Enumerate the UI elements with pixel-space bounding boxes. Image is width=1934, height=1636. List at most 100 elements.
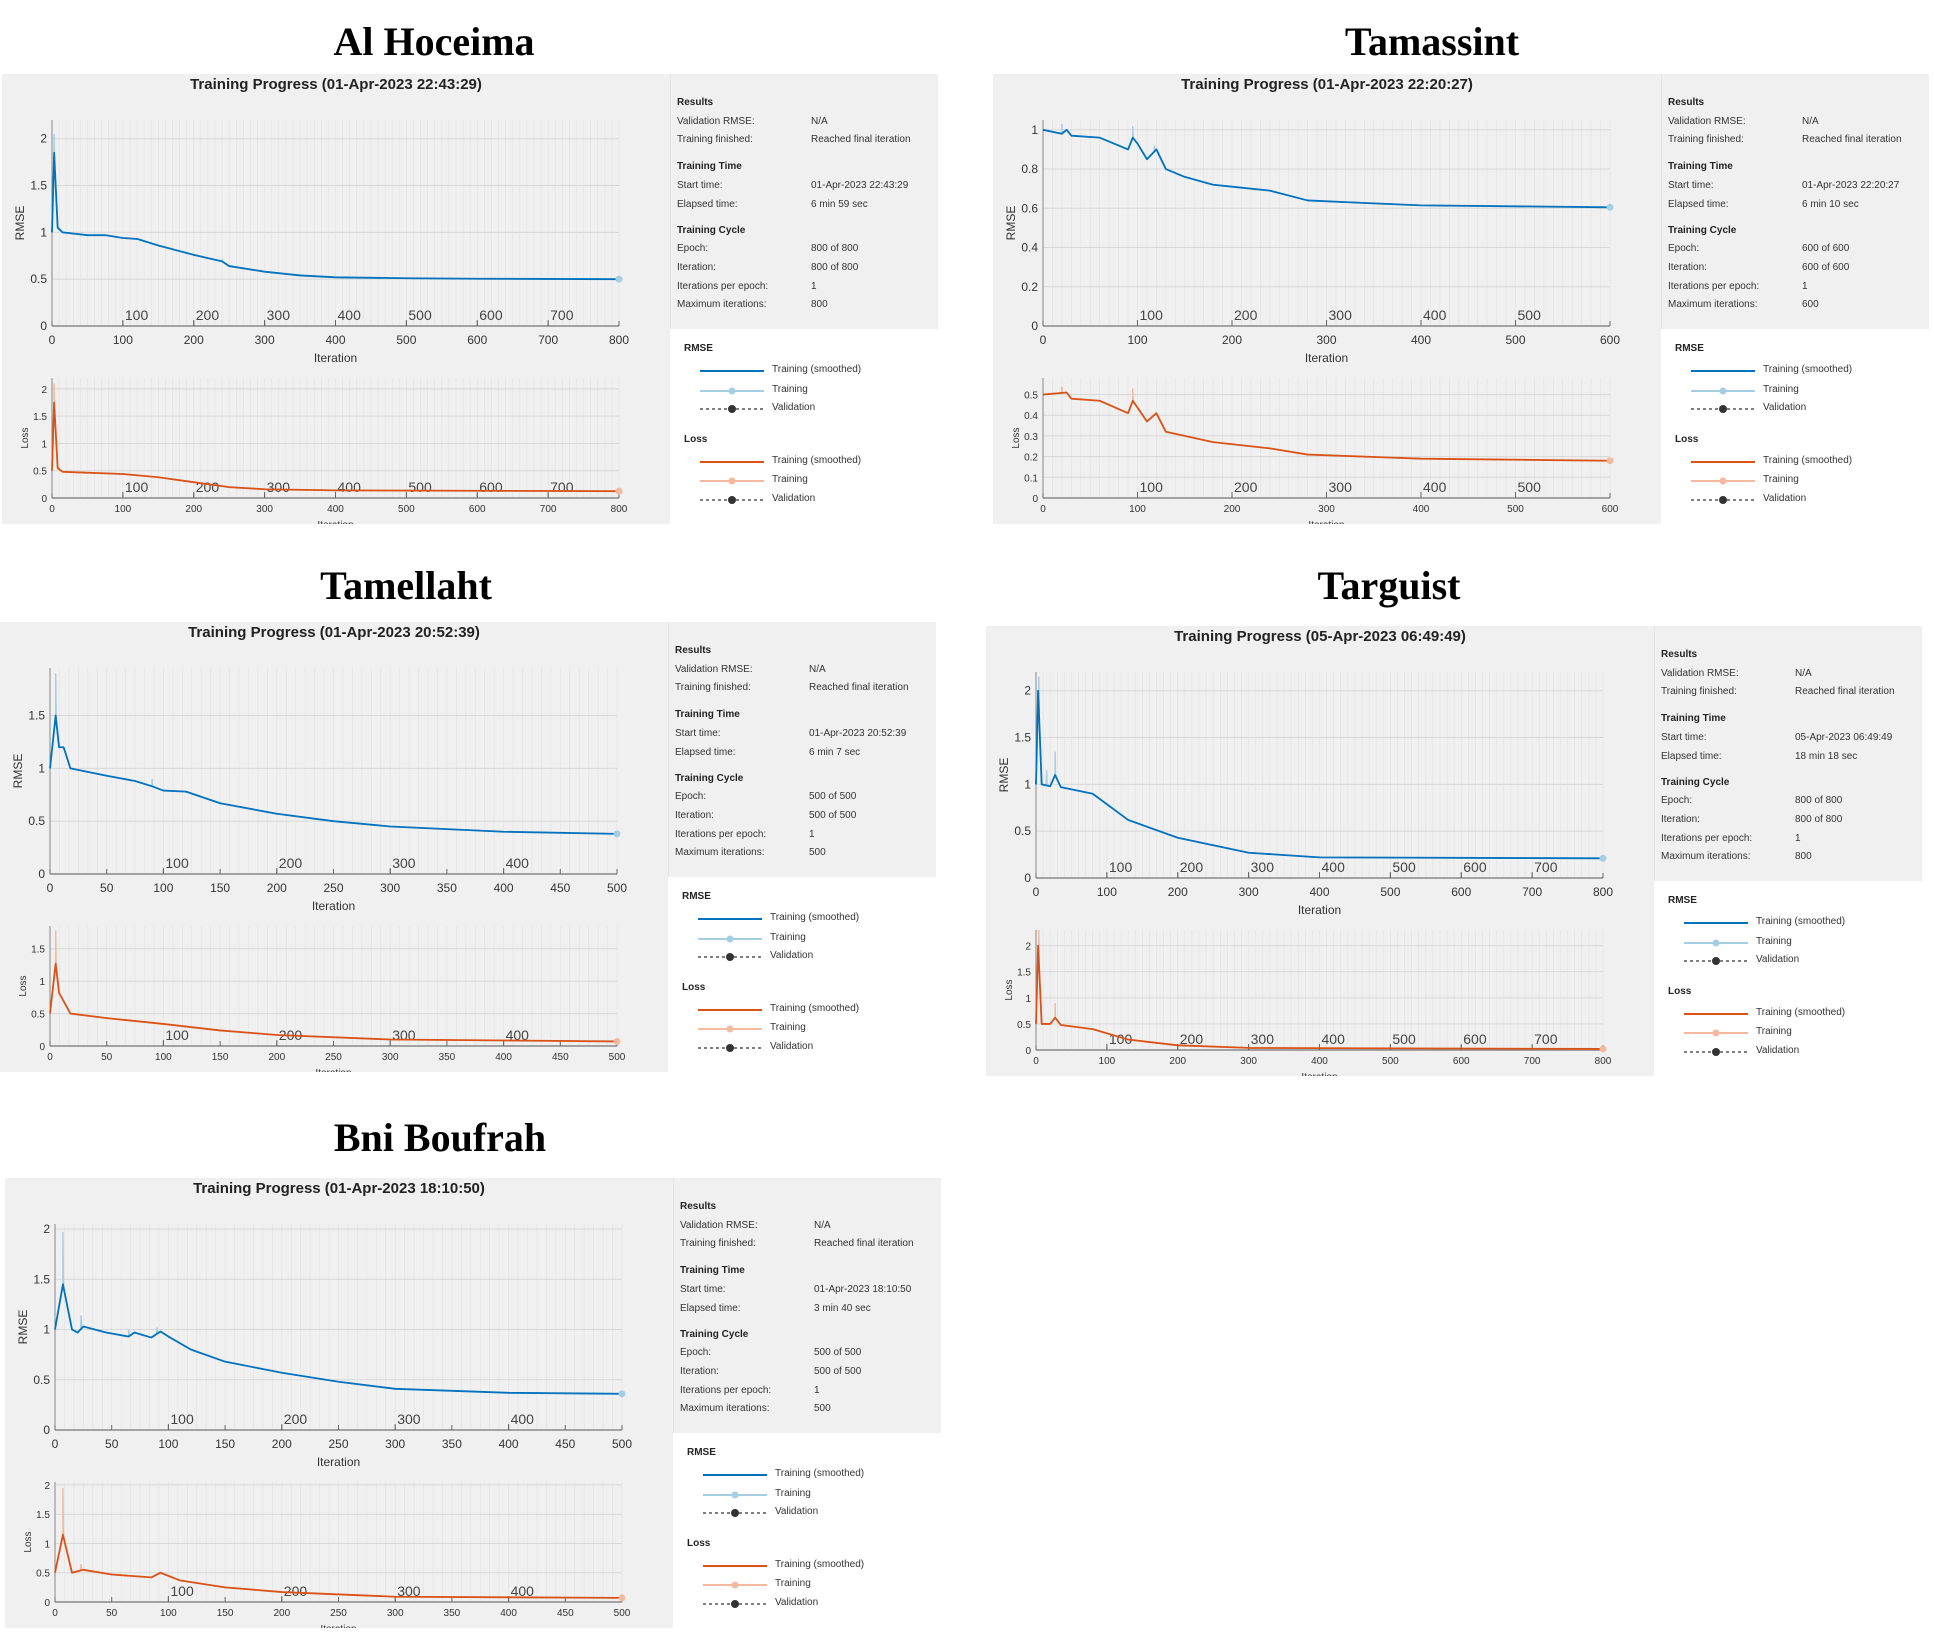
- info-label: Validation RMSE:: [677, 116, 755, 127]
- loss-training-smoothed-line: [54, 1533, 623, 1599]
- info-section-heading: Training Time: [680, 1265, 745, 1276]
- station-title: Bni Boufrah: [333, 1115, 547, 1160]
- legend-panel: RMSE Training (smoothed) Training Validatio…: [1654, 881, 1921, 1076]
- info-section-heading: Training Time: [1661, 713, 1726, 724]
- results-info-panel: Results Validation RMSE: N/A Training finis…: [1654, 626, 1922, 881]
- rmse-y-axis-label: RMSE: [16, 1310, 30, 1345]
- station-title: Tamellaht: [320, 563, 492, 608]
- x-axis-label: Iteration: [1305, 351, 1348, 365]
- training-line-swatch-icon: [698, 1025, 762, 1033]
- x-tick-label: 300: [387, 1608, 404, 1619]
- info-value: 6 min 10 sec: [1802, 199, 1859, 210]
- loss-axes: 0 0.5 1 1.5 2 0 50 100 150 200 250 300 350 400 450 500 1…: [23, 1481, 631, 1628]
- x-tick-label: 150: [212, 1052, 229, 1063]
- legend-label-training: Training: [1763, 384, 1799, 395]
- legend-label-smoothed: Training (smoothed): [775, 1559, 865, 1570]
- info-row-iteration: Iteration: 800 of 800: [677, 262, 858, 273]
- y-tick-label: 1: [38, 761, 45, 775]
- x-tick-label: 800: [611, 504, 628, 515]
- info-row-start-time: Start time: 01-Apr-2023 22:43:29: [677, 180, 908, 191]
- y-tick-label: 1.5: [1017, 968, 1031, 979]
- legend-label-validation: Validation: [775, 1597, 819, 1608]
- x-tick-label: 500: [1380, 885, 1400, 899]
- training-progress-panel: Training Progress (01-Apr-2023 22:20:27)…: [993, 74, 1929, 524]
- loss-y-axis-label: Loss: [1011, 427, 1022, 448]
- y-tick-label: 1.5: [1014, 731, 1031, 745]
- info-label: Elapsed time:: [675, 747, 736, 758]
- epoch-tick-label: 400: [338, 307, 362, 323]
- info-value: 500 of 500: [809, 810, 857, 821]
- info-row-training-finished: Training finished: Reached final iteratio…: [677, 134, 911, 145]
- info-section-heading: Results: [1661, 649, 1698, 660]
- x-tick-label: 400: [499, 1437, 519, 1451]
- epoch-tick-label: 100: [165, 1027, 189, 1043]
- x-tick-label: 400: [1413, 504, 1430, 515]
- info-section-heading: Results: [675, 645, 712, 656]
- info-row-epoch: Epoch: 800 of 800: [677, 243, 858, 254]
- y-tick-label: 0: [38, 867, 45, 881]
- legend-label-training: Training: [770, 932, 806, 943]
- legend-item-smoothed: Training (smoothed): [700, 364, 930, 377]
- y-tick-label: 0.5: [33, 467, 47, 478]
- x-tick-label: 0: [52, 1437, 59, 1451]
- legend-item-smoothed: Training (smoothed): [698, 1003, 928, 1016]
- x-tick-label: 700: [538, 333, 558, 347]
- info-value: N/A: [809, 664, 826, 675]
- y-tick-label: 0.5: [28, 814, 45, 828]
- x-tick-label: 200: [268, 1052, 285, 1063]
- training-line-swatch-icon: [703, 1491, 767, 1499]
- legend-panel: RMSE Training (smoothed) Training Validatio…: [668, 877, 935, 1072]
- epoch-tick-label: 100: [125, 479, 149, 495]
- x-tick-label: 250: [323, 881, 343, 895]
- y-tick-label: 0.4: [1024, 411, 1038, 422]
- y-tick-label: 1.5: [31, 945, 45, 956]
- y-tick-label: 1.5: [33, 412, 47, 423]
- info-value: 05-Apr-2023 06:49:49: [1795, 732, 1893, 743]
- x-tick-label: 500: [1507, 504, 1524, 515]
- info-value: 500: [814, 1403, 831, 1414]
- epoch-tick-label: 200: [1234, 307, 1258, 323]
- x-tick-label: 50: [101, 1052, 113, 1063]
- x-tick-label: 600: [1600, 333, 1620, 347]
- info-section-heading: Training Cycle: [677, 225, 746, 236]
- x-axis-label: Iteration: [1301, 1072, 1337, 1076]
- info-row-maximum-iterations: Maximum iterations: 800: [677, 299, 828, 310]
- x-tick-label: 100: [1099, 1056, 1116, 1067]
- x-tick-label: 300: [1316, 333, 1336, 347]
- plot-area: Training Progress (01-Apr-2023 22:20:27)…: [993, 74, 1661, 524]
- info-row-maximum-iterations: Maximum iterations: 800: [1661, 851, 1812, 862]
- y-tick-label: 1: [1024, 777, 1031, 791]
- x-tick-label: 0: [47, 1052, 53, 1063]
- legend-item-smoothed: Training (smoothed): [1691, 455, 1921, 468]
- info-label: Validation RMSE:: [1668, 116, 1746, 127]
- legend-heading-loss: Loss: [1675, 434, 1699, 445]
- training-line-swatch-icon: [1691, 477, 1755, 485]
- training-progress-header: Training Progress (01-Apr-2023 22:20:27): [1181, 76, 1473, 93]
- info-row-iterations-per-epoch: Iterations per epoch: 1: [680, 1385, 820, 1396]
- epoch-tick-label: 300: [1251, 1031, 1275, 1047]
- legend-item-smoothed: Training (smoothed): [698, 912, 928, 925]
- rmse-final-marker: [615, 275, 623, 283]
- epoch-tick-label: 400: [338, 479, 362, 495]
- x-tick-label: 700: [1524, 1056, 1541, 1067]
- epoch-tick-label: 200: [284, 1583, 308, 1599]
- x-tick-label: 350: [442, 1437, 462, 1451]
- x-tick-label: 200: [184, 333, 204, 347]
- training-progress-header: Training Progress (01-Apr-2023 22:43:29): [190, 76, 482, 93]
- legend-item-training: Training: [1691, 474, 1921, 487]
- rmse-axes: 0 0.5 1 1.5 2 0 100 200 300 400 500 600 700 800 100 200…: [997, 672, 1613, 917]
- legend-label-training: Training: [1756, 1026, 1792, 1037]
- y-tick-label: 2: [40, 132, 47, 146]
- x-tick-label: 450: [552, 1052, 569, 1063]
- training-line-swatch-icon: [700, 387, 764, 395]
- x-tick-label: 150: [217, 1608, 234, 1619]
- info-value: 1: [1802, 281, 1808, 292]
- info-section-heading: Training Time: [677, 161, 742, 172]
- x-tick-label: 450: [555, 1437, 575, 1451]
- legend-item-smoothed: Training (smoothed): [1691, 364, 1921, 377]
- info-label: Epoch:: [680, 1347, 712, 1358]
- plot-area: Training Progress (01-Apr-2023 20:52:39)…: [0, 622, 668, 1072]
- info-row-start-time: Start time: 01-Apr-2023 18:10:50: [680, 1284, 911, 1295]
